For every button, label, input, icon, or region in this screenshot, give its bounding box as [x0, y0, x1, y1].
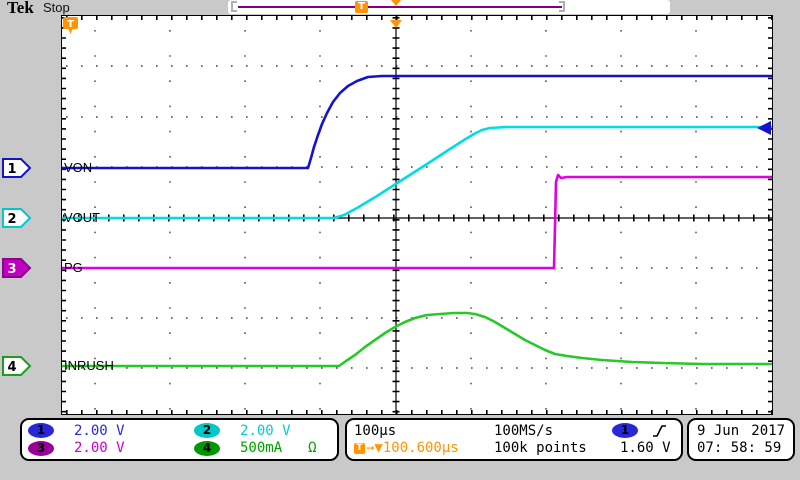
trace-inrush [62, 311, 772, 368]
channel4-scale: 500mA Ω [240, 440, 337, 456]
channel4-ground-marker: 4 [2, 356, 32, 376]
sample-rate: 100MS/s [494, 422, 554, 439]
trace-vout [62, 125, 772, 220]
channel4-coupling-ohm: Ω [308, 440, 317, 457]
channel3-waveform-label: PG [64, 260, 83, 275]
trigger-position-flag: T [63, 17, 78, 34]
rising-edge-slope-icon [653, 424, 666, 437]
trigger-flag-label: T [67, 19, 74, 30]
channel3-marker-number: 3 [7, 262, 16, 277]
date-text: 9 Jun [697, 423, 740, 440]
channel1-badge: 1 [28, 423, 54, 439]
channel2-badge: 2 [194, 423, 220, 439]
trigger-delay-value: 100.600µs [382, 440, 459, 457]
trigger-level: 1.60 V [620, 440, 671, 457]
time-text: 07: 58: 59 [697, 439, 782, 456]
trigger-delay-t-icon: T [354, 442, 365, 454]
date-row: 9 Jun 2017 [697, 423, 785, 439]
channel1-ground-marker: 1 [2, 158, 32, 178]
record-line [238, 6, 562, 8]
channel4-waveform-label: INRUSH [64, 358, 114, 373]
trigger-source-cell: 1 [606, 423, 681, 439]
acquisition-status: Stop [43, 0, 70, 15]
channel2-marker-shape [2, 208, 32, 228]
channel1-scale: 2.00 V [74, 422, 125, 439]
timebase-scale: 100µs [354, 422, 397, 439]
expansion-point-icon [390, 20, 402, 28]
channel4-marker-number: 4 [7, 360, 16, 375]
channel4-marker-shape [2, 356, 32, 376]
datetime-readout: 9 Jun 2017 07: 58: 59 [687, 418, 795, 461]
trigger-flag-shape [63, 17, 78, 34]
channel4-scale-value: 500mA [240, 440, 283, 457]
channel1-waveform-label: VON [64, 160, 93, 175]
trace-pg [62, 173, 772, 270]
record-length: 100k points [494, 440, 587, 457]
channel3-marker-shape [2, 258, 32, 278]
waveform-display [62, 16, 772, 414]
year-text: 2017 [751, 423, 785, 440]
record-window-bracket-right [559, 1, 565, 12]
record-expansion-marker-icon [391, 0, 401, 6]
record-trigger-marker-icon: T [355, 1, 368, 13]
channel1-marker-shape [2, 158, 32, 178]
channel2-ground-marker: 2 [2, 208, 32, 228]
trigger-delay-readout: T →▼ 100.600µs [354, 440, 494, 456]
tek-logo: Tek [7, 0, 34, 17]
channel2-marker-number: 2 [7, 212, 16, 227]
trigger-level-arrow-icon [757, 121, 771, 135]
channel2-scale: 2.00 V [240, 422, 291, 439]
channel-scale-readout: 1 2.00 V 2 2.00 V 3 2.00 V 4 500mA Ω [20, 418, 339, 461]
waveform-area: T VON VOUT PG INRUSH [61, 15, 773, 415]
channel3-ground-marker: 3 [2, 258, 32, 278]
record-view-bar: T [228, 0, 670, 14]
trace-von [62, 74, 772, 170]
channel1-marker-number: 1 [7, 162, 16, 177]
channel3-badge: 3 [28, 440, 54, 456]
channel3-scale: 2.00 V [74, 440, 125, 457]
record-window-bracket-left [231, 1, 237, 12]
trigger-delay-arrows: →▼ [366, 440, 383, 457]
channel2-waveform-label: VOUT [64, 210, 101, 225]
channel4-badge: 4 [194, 440, 220, 456]
top-status-bar: Tek Stop T [0, 0, 800, 17]
timebase-trigger-readout: 100µs 100MS/s 1 T →▼ 100.600µs 100k points… [345, 418, 683, 461]
trigger-source-badge: 1 [612, 423, 638, 439]
